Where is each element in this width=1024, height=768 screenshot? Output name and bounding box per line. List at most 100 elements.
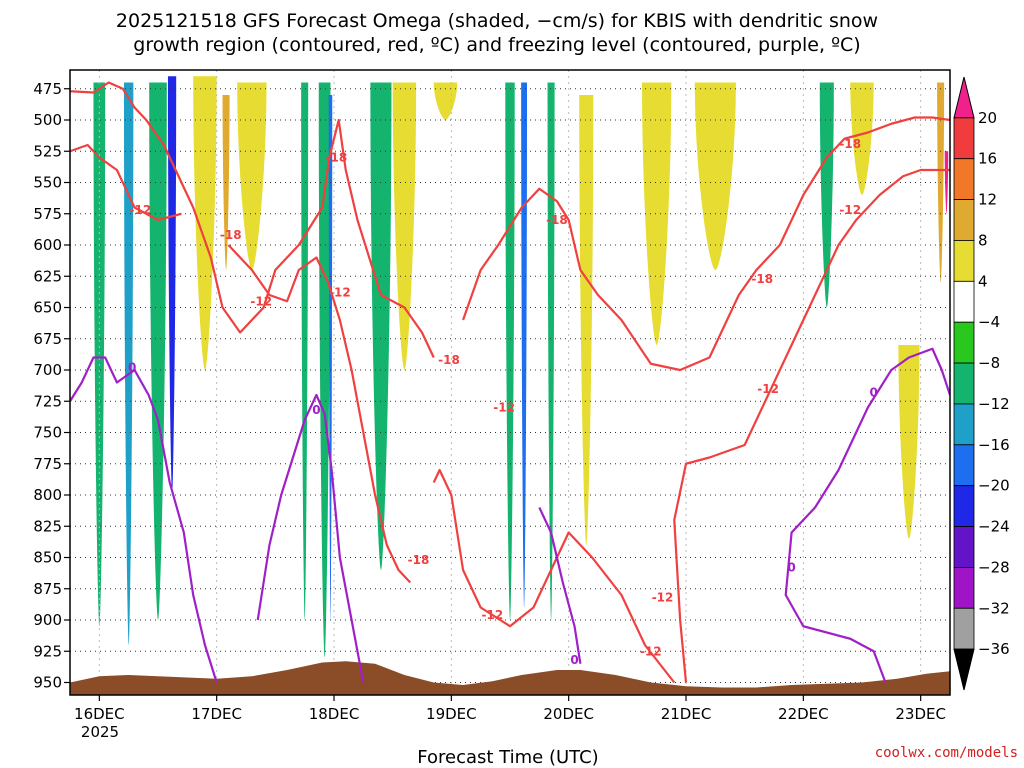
y-tick-label-17: 900	[33, 611, 62, 629]
contour-labels: -18 -12 -18 -12 -12 -18 -18 -12 -18 -12 -12 -12 -12 -…	[128, 137, 878, 667]
x-tick-label-4: 20DEC	[543, 705, 594, 723]
omega-region-0	[93, 82, 106, 627]
x-tick-label-6: 22DEC	[778, 705, 829, 723]
contour-label-0: -18	[326, 151, 348, 165]
contour-label-11: -12	[640, 644, 662, 658]
y-tick-label-4: 575	[33, 205, 62, 223]
y-tick-label-12: 775	[33, 455, 62, 473]
colorbar-bin-5	[953, 280, 975, 323]
y-tick-label-5: 600	[33, 236, 62, 254]
omega-region-10	[370, 82, 392, 570]
terrain	[70, 661, 950, 695]
y-tick-label-6: 625	[33, 267, 62, 285]
colorbar-bin-9	[953, 444, 975, 487]
contour-line-5	[673, 168, 950, 683]
colorbar-bin-11	[953, 526, 975, 568]
omega-region-13	[505, 82, 515, 620]
colorbar-label-13: −36	[978, 640, 1010, 658]
terrain-fill	[70, 661, 950, 695]
omega-region-23	[944, 151, 949, 214]
colorbar-bin-10	[953, 485, 975, 527]
omega-shading	[93, 76, 949, 658]
colorbar-bin-8	[953, 403, 975, 446]
contours	[70, 81, 950, 684]
omega-region-3	[167, 76, 177, 495]
contour-label-18: 0	[570, 653, 578, 667]
colorbar-label-10: −24	[978, 518, 1010, 536]
chart-title-line1: 2025121518 GFS Forecast Omega (shaded, −…	[116, 10, 878, 32]
omega-region-21	[898, 345, 920, 539]
y-axis: 475 500 525 550 575 600 625 650 675 700 725 750 775 8…	[33, 80, 70, 692]
contour-label-2: -18	[220, 228, 242, 242]
contour-label-9: -12	[482, 608, 504, 622]
colorbar-label-2: 12	[978, 191, 997, 209]
plot-frame	[69, 69, 951, 696]
contour-line-7	[256, 393, 365, 683]
x-tick-label-1: 17DEC	[191, 705, 242, 723]
contour-label-7: -12	[493, 401, 515, 415]
omega-region-9	[328, 95, 333, 620]
contour-label-6: -18	[546, 213, 568, 227]
contour-line-3	[432, 468, 676, 684]
colorbar: 20 16 12 8 4 −4 −8 −12 −16 −20 −24 −28 −32 −36	[953, 76, 1010, 691]
colorbar-bin-2	[953, 158, 975, 201]
colorbar-bin-4	[953, 240, 975, 282]
contour-label-15: -12	[839, 203, 861, 217]
colorbar-label-6: −8	[978, 354, 1000, 372]
y-tick-label-16: 875	[33, 580, 62, 598]
omega-region-1	[123, 82, 134, 645]
omega-region-19	[819, 82, 834, 308]
colorbar-label-0: 20	[978, 109, 997, 127]
y-tick-label-7: 650	[33, 299, 62, 317]
y-tick-label-18: 925	[33, 642, 62, 660]
y-tick-label-9: 700	[33, 361, 62, 379]
colorbar-bin-7	[953, 362, 975, 405]
chart-title-line2: growth region (contoured, red, ºC) and f…	[133, 34, 860, 56]
x-tick-label-0: 16DEC	[74, 705, 125, 723]
contour-label-5: -18	[438, 353, 460, 367]
contour-label-4: -12	[329, 286, 351, 300]
contour-label-16: 0	[128, 361, 136, 375]
colorbar-label-3: 8	[978, 231, 988, 249]
contour-label-14: -18	[839, 137, 861, 151]
omega-region-18	[694, 82, 736, 270]
omega-region-12	[433, 82, 458, 120]
omega-region-15	[547, 82, 555, 620]
colorbar-label-12: −32	[978, 599, 1010, 617]
colorbar-label-11: −28	[978, 558, 1010, 576]
y-tick-label-13: 800	[33, 486, 62, 504]
omega-region-4	[193, 76, 217, 370]
contour-label-8: -18	[408, 553, 430, 567]
x-axis: 16DEC 17DEC 18DEC 19DEC 20DEC 21DEC 22DEC 23DEC	[74, 695, 946, 723]
contour-label-20: 0	[870, 386, 878, 400]
colorbar-bin-12	[953, 567, 975, 609]
contour-line-0	[70, 81, 435, 358]
x-axis-year: 2025	[81, 723, 119, 741]
contour-label-19: 0	[787, 561, 795, 575]
contour-label-17: 0	[312, 403, 320, 417]
contour-label-13: -18	[751, 272, 773, 286]
omega-region-16	[579, 95, 594, 545]
x-axis-label: Forecast Time (UTC)	[417, 747, 598, 768]
y-tick-label-2: 525	[33, 142, 62, 160]
x-tick-label-3: 19DEC	[426, 705, 477, 723]
y-tick-label-14: 825	[33, 517, 62, 535]
y-tick-label-0: 475	[33, 80, 62, 98]
colorbar-label-1: 16	[978, 150, 997, 168]
omega-region-7	[301, 82, 309, 620]
colorbar-label-4: 4	[978, 272, 988, 290]
contour-label-1: -12	[130, 203, 152, 217]
colorbar-bin-13	[953, 607, 975, 650]
y-tick-label-10: 725	[33, 392, 62, 410]
omega-region-5	[222, 95, 230, 270]
x-tick-label-5: 21DEC	[661, 705, 712, 723]
x-tick-label-2: 18DEC	[309, 705, 360, 723]
omega-region-6	[237, 82, 267, 270]
colorbar-bin-3	[953, 199, 975, 241]
y-tick-label-11: 750	[33, 424, 62, 442]
contour-label-12: -12	[757, 382, 779, 396]
colorbar-label-7: −12	[978, 395, 1010, 413]
y-tick-label-1: 500	[33, 111, 62, 129]
colorbar-label-9: −20	[978, 477, 1010, 495]
